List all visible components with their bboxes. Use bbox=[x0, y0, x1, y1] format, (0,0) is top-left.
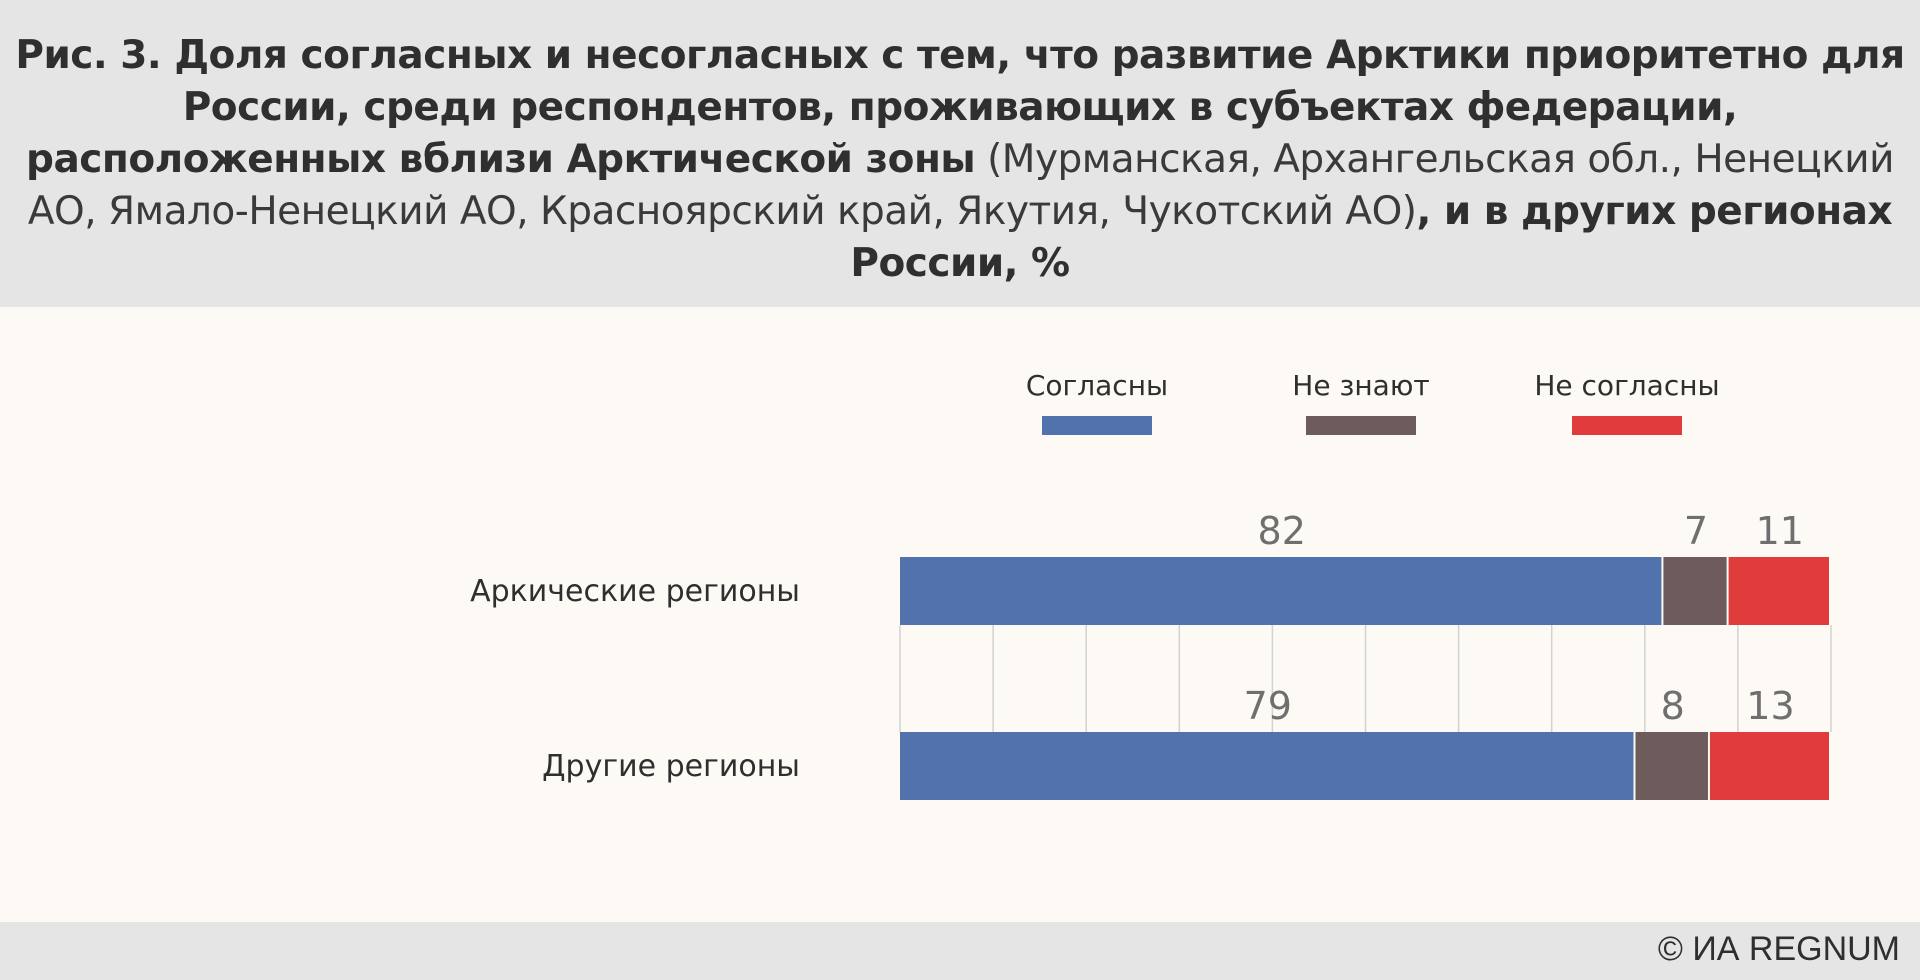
bar-segment bbox=[900, 557, 1662, 625]
bar-segment bbox=[1709, 732, 1829, 800]
legend-swatch bbox=[1306, 416, 1416, 435]
legend-label: Не знают bbox=[1292, 369, 1429, 402]
data-label: 79 bbox=[1244, 684, 1292, 728]
bar-segment bbox=[1663, 557, 1727, 625]
data-label: 8 bbox=[1661, 684, 1685, 728]
chart-footer: © ИА REGNUM bbox=[0, 922, 1920, 980]
data-label: 7 bbox=[1684, 509, 1708, 553]
data-label: 82 bbox=[1258, 509, 1306, 553]
bar-segment bbox=[900, 732, 1634, 800]
title-ending: , и в других регионах России, % bbox=[850, 189, 1893, 286]
data-label: 11 bbox=[1756, 509, 1804, 553]
plot-area: Согласны Не знают Не согласны Аркические ре… bbox=[0, 307, 1920, 922]
chart-header: Рис. 3. Доля согласных и несогласных с т… bbox=[0, 0, 1920, 307]
bar-segment bbox=[1728, 557, 1829, 625]
copyright-credit: © ИА REGNUM bbox=[1657, 930, 1900, 968]
category-label: Другие регионы bbox=[542, 749, 800, 784]
legend-label: Не согласны bbox=[1534, 369, 1719, 402]
title-main: Рис. 3. Доля согласных и несогласных с т… bbox=[15, 33, 1905, 182]
legend-swatch bbox=[1042, 416, 1152, 435]
chart-title: Рис. 3. Доля согласных и несогласных с т… bbox=[0, 30, 1920, 290]
legend-label: Согласны bbox=[1026, 369, 1168, 402]
title-regions-list: (Мурманская, Архангельская обл., Ненецки… bbox=[27, 137, 1895, 234]
bar-segment bbox=[1635, 732, 1708, 800]
category-label: Аркические регионы bbox=[470, 574, 800, 609]
stacked-bar-chart: Согласны Не знают Не согласны Аркические ре… bbox=[470, 369, 1832, 800]
legend-swatch bbox=[1572, 416, 1682, 435]
data-label: 13 bbox=[1746, 684, 1794, 728]
